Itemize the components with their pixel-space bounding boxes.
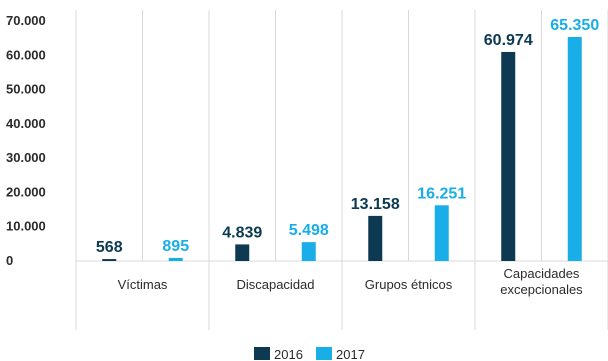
- data-label-2016-2: 13.158: [351, 196, 400, 213]
- data-label-2016-0: 568: [96, 239, 123, 256]
- legend-swatch-2016: [254, 347, 270, 360]
- category-label-3: excepcionales: [500, 282, 583, 297]
- data-labels: 568 4.839 13.158 60.974 895 5.498 16.251 65.350: [96, 17, 599, 256]
- bar-2017-3: [567, 36, 582, 261]
- grid-layer: [75, 10, 608, 330]
- bar-2017-0: [168, 257, 183, 261]
- bar-2016-2: [368, 215, 383, 261]
- y-tick-label: 60.000: [6, 47, 46, 62]
- category-label-0: Víctimas: [118, 277, 168, 292]
- category-labels: Víctimas Discapacidad Grupos étnicos Capaci…: [118, 266, 584, 297]
- data-label-2016-3: 60.974: [484, 32, 533, 49]
- data-label-2017-1: 5.498: [289, 222, 329, 239]
- legend: 2016 2017: [254, 347, 365, 361]
- data-label-2017-0: 895: [162, 238, 189, 255]
- bar-2017-2: [434, 205, 449, 261]
- y-axis-ticks: 0 10.000 20.000 30.000 40.000 50.000 60.000 70.…: [6, 13, 46, 268]
- legend-label-2017: 2017: [336, 347, 365, 361]
- bar-2016-0: [102, 259, 117, 261]
- bars: [102, 36, 582, 261]
- bar-2016-1: [235, 244, 250, 261]
- legend-swatch-2017: [316, 347, 332, 360]
- bar-2016-3: [501, 51, 516, 261]
- y-tick-label: 20.000: [6, 184, 46, 199]
- legend-label-2016: 2016: [274, 347, 303, 361]
- y-tick-label: 30.000: [6, 150, 46, 165]
- category-label-3: Capacidades: [504, 266, 580, 281]
- y-tick-label: 70.000: [6, 13, 46, 28]
- y-tick-label: 0: [6, 253, 13, 268]
- category-label-1: Discapacidad: [236, 277, 314, 292]
- data-label-2017-2: 16.251: [417, 185, 466, 202]
- y-tick-label: 40.000: [6, 116, 46, 131]
- bar-2017-1: [301, 242, 316, 261]
- y-tick-label: 50.000: [6, 82, 46, 97]
- data-label-2017-3: 65.350: [550, 17, 599, 34]
- category-label-2: Grupos étnicos: [365, 277, 453, 292]
- y-tick-label: 10.000: [6, 219, 46, 234]
- data-label-2016-1: 4.839: [222, 224, 262, 241]
